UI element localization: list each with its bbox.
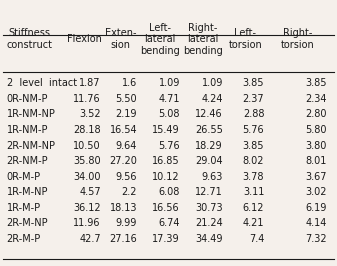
- Text: 2.34: 2.34: [306, 94, 327, 104]
- Text: 8.02: 8.02: [243, 156, 264, 166]
- Text: 11.76: 11.76: [73, 94, 101, 104]
- Text: 30.73: 30.73: [195, 202, 223, 213]
- Text: 26.55: 26.55: [195, 125, 223, 135]
- Text: 2.80: 2.80: [306, 110, 327, 119]
- Text: 36.12: 36.12: [73, 202, 101, 213]
- Text: 1.6: 1.6: [122, 78, 137, 89]
- Text: 1.09: 1.09: [159, 78, 180, 89]
- Text: 3.67: 3.67: [306, 172, 327, 181]
- Text: Left-
lateral
bending: Left- lateral bending: [141, 23, 180, 56]
- Text: Stiffness
construct: Stiffness construct: [7, 28, 53, 50]
- Text: 1R-M-NP: 1R-M-NP: [7, 187, 48, 197]
- Text: Right-
torsion: Right- torsion: [280, 28, 314, 50]
- Text: Right-
lateral
bending: Right- lateral bending: [183, 23, 223, 56]
- Text: 9.63: 9.63: [202, 172, 223, 181]
- Text: 35.80: 35.80: [73, 156, 101, 166]
- Text: 3.52: 3.52: [79, 110, 101, 119]
- Text: Exten-
sion: Exten- sion: [105, 28, 136, 50]
- Text: Left-
torsion: Left- torsion: [228, 28, 262, 50]
- Text: 9.99: 9.99: [116, 218, 137, 228]
- Text: 7.4: 7.4: [249, 234, 264, 244]
- Text: 7.32: 7.32: [305, 234, 327, 244]
- Text: 12.71: 12.71: [195, 187, 223, 197]
- Text: 2R-M-NP: 2R-M-NP: [7, 218, 48, 228]
- Text: 27.20: 27.20: [109, 156, 137, 166]
- Text: 1.09: 1.09: [202, 78, 223, 89]
- Text: 1.87: 1.87: [79, 78, 101, 89]
- Text: 9.64: 9.64: [116, 140, 137, 151]
- Text: 5.76: 5.76: [158, 140, 180, 151]
- Text: 6.74: 6.74: [159, 218, 180, 228]
- Text: 3.85: 3.85: [243, 140, 264, 151]
- Text: 34.49: 34.49: [195, 234, 223, 244]
- Text: 5.50: 5.50: [116, 94, 137, 104]
- Text: 29.04: 29.04: [195, 156, 223, 166]
- Text: 4.24: 4.24: [202, 94, 223, 104]
- Text: 2R-M-P: 2R-M-P: [7, 234, 41, 244]
- Text: 2R-NM-P: 2R-NM-P: [7, 156, 48, 166]
- Text: 18.29: 18.29: [195, 140, 223, 151]
- Text: 5.76: 5.76: [243, 125, 264, 135]
- Text: 1R-NM-P: 1R-NM-P: [7, 125, 48, 135]
- Text: 3.85: 3.85: [306, 78, 327, 89]
- Text: 10.12: 10.12: [152, 172, 180, 181]
- Text: 0R-NM-P: 0R-NM-P: [7, 94, 48, 104]
- Text: 2  level  intact: 2 level intact: [7, 78, 77, 89]
- Text: 4.57: 4.57: [79, 187, 101, 197]
- Text: 6.08: 6.08: [159, 187, 180, 197]
- Text: 3.78: 3.78: [243, 172, 264, 181]
- Text: 16.85: 16.85: [152, 156, 180, 166]
- Text: 3.85: 3.85: [243, 78, 264, 89]
- Text: 18.13: 18.13: [110, 202, 137, 213]
- Text: 2.37: 2.37: [243, 94, 264, 104]
- Text: 15.49: 15.49: [152, 125, 180, 135]
- Text: 21.24: 21.24: [195, 218, 223, 228]
- Text: 5.08: 5.08: [159, 110, 180, 119]
- Text: 4.21: 4.21: [243, 218, 264, 228]
- Text: 16.54: 16.54: [110, 125, 137, 135]
- Text: 28.18: 28.18: [73, 125, 101, 135]
- Text: 1R-M-P: 1R-M-P: [7, 202, 41, 213]
- Text: 11.96: 11.96: [73, 218, 101, 228]
- Text: 27.16: 27.16: [110, 234, 137, 244]
- Text: 4.14: 4.14: [306, 218, 327, 228]
- Text: 2.88: 2.88: [243, 110, 264, 119]
- Text: 42.7: 42.7: [79, 234, 101, 244]
- Text: 34.00: 34.00: [73, 172, 101, 181]
- Text: 2.2: 2.2: [122, 187, 137, 197]
- Text: 1R-NM-NP: 1R-NM-NP: [7, 110, 56, 119]
- Text: 10.50: 10.50: [73, 140, 101, 151]
- Text: 12.46: 12.46: [195, 110, 223, 119]
- Text: 4.71: 4.71: [159, 94, 180, 104]
- Text: 2R-NM-NP: 2R-NM-NP: [7, 140, 56, 151]
- Text: 5.80: 5.80: [306, 125, 327, 135]
- Text: 6.19: 6.19: [306, 202, 327, 213]
- Text: Flexion: Flexion: [67, 34, 102, 44]
- Text: 3.11: 3.11: [243, 187, 264, 197]
- Text: 6.12: 6.12: [243, 202, 264, 213]
- Text: 16.56: 16.56: [152, 202, 180, 213]
- Text: 3.02: 3.02: [306, 187, 327, 197]
- Text: 3.80: 3.80: [306, 140, 327, 151]
- Text: 0R-M-P: 0R-M-P: [7, 172, 41, 181]
- Text: 9.56: 9.56: [116, 172, 137, 181]
- Text: 2.19: 2.19: [116, 110, 137, 119]
- Text: 17.39: 17.39: [152, 234, 180, 244]
- Text: 8.01: 8.01: [306, 156, 327, 166]
